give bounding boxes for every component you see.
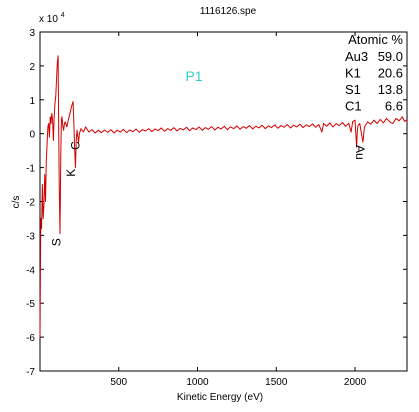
legend-entry-name: C1 <box>345 99 362 114</box>
legend-entry-name: S1 <box>345 82 361 97</box>
legend-entry-value: 6.6 <box>385 99 403 114</box>
x-tick-label: 1500 <box>265 377 288 388</box>
y-tick-label: -5 <box>26 299 35 310</box>
y-tick-label: -3 <box>26 231 35 242</box>
y-tick-label: -6 <box>26 333 35 344</box>
y-tick-label: -2 <box>26 198 35 209</box>
plot-area <box>39 31 408 372</box>
legend-entry-value: 20.6 <box>378 66 403 81</box>
peak-label: C <box>68 141 82 150</box>
series-line-0 <box>39 55 408 338</box>
peak-label: K <box>64 169 78 177</box>
x-tick-label: 500 <box>110 377 127 388</box>
legend-entry-value: 13.8 <box>378 82 403 97</box>
y-tick-label: -7 <box>26 367 35 378</box>
y-tick-label: 3 <box>29 28 35 39</box>
y-exponent-label: x 10 4 <box>39 12 65 25</box>
y-tick-label: -1 <box>26 164 35 175</box>
legend: Atomic % Au3 59.0 K1 20.6 S1 13.8 C1 6.6 <box>345 32 403 114</box>
x-tick-label: 1000 <box>186 377 209 388</box>
y-tick-label: -4 <box>26 265 35 276</box>
y-tick-label: 1 <box>29 96 35 107</box>
chart-title: 1116126.spe <box>200 6 257 17</box>
y-exponent-base: x 10 <box>39 14 58 25</box>
legend-entry-value: 59.0 <box>378 49 403 64</box>
annotations: S K C Au <box>50 141 367 246</box>
svg-text:x 10 4: x 10 4 <box>39 12 65 25</box>
y-tick-label: 2 <box>29 62 35 73</box>
legend-title: Atomic % <box>348 32 403 47</box>
peak-label: S <box>50 238 64 246</box>
x-axis-label: Kinetic Energy (eV) <box>177 392 263 403</box>
y-axis-ticks: -7 -6 -5 -4 -3 -2 -1 0 1 2 3 <box>26 28 407 378</box>
point-label: P1 <box>185 68 202 84</box>
legend-rows: Au3 59.0 K1 20.6 S1 13.8 C1 6.6 <box>345 49 403 114</box>
x-axis-ticks: 500 1000 1500 2000 <box>110 32 367 388</box>
y-axis-label: c/s <box>11 196 22 209</box>
peak-label: Au <box>353 145 367 160</box>
series-layer <box>39 55 408 338</box>
legend-entry-name: Au3 <box>345 49 368 64</box>
x-tick-label: 2000 <box>344 377 367 388</box>
y-tick-label: 0 <box>29 130 35 141</box>
y-exponent-power: 4 <box>61 12 65 19</box>
legend-entry-name: K1 <box>345 66 361 81</box>
